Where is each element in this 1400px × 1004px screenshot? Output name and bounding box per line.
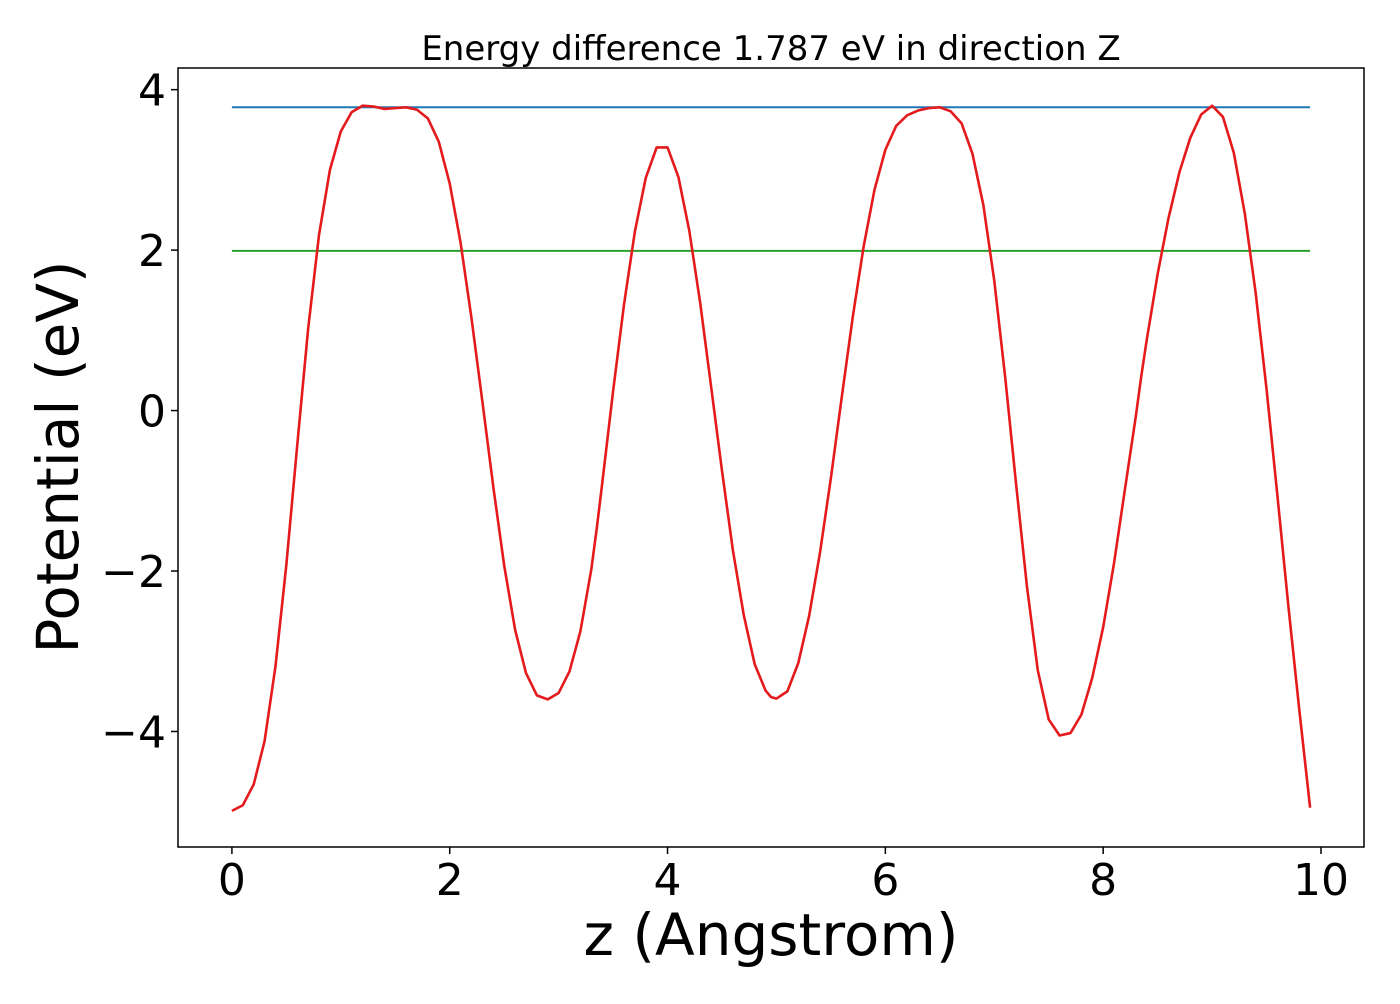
x-axis-ticks: 0 2 4 6 8 10	[218, 847, 1349, 906]
y-tick-label: 2	[138, 226, 166, 277]
potential-curve-line	[231, 104, 1312, 813]
y-tick-label: 4	[138, 66, 166, 117]
y-axis-ticks: −4 −2 0 2 4	[101, 66, 178, 758]
x-tick-label: 10	[1293, 855, 1349, 906]
x-tick-label: 8	[1089, 855, 1117, 906]
x-tick-label: 0	[218, 855, 246, 906]
y-tick-label: 0	[138, 387, 166, 438]
y-tick-label: −4	[101, 707, 166, 758]
y-tick-label: −2	[101, 547, 166, 598]
x-tick-label: 4	[654, 855, 682, 906]
plot-frame	[177, 67, 1365, 848]
x-tick-label: 2	[436, 855, 464, 906]
chart-title: Energy difference 1.787 eV in direction …	[421, 29, 1120, 69]
x-tick-label: 6	[871, 855, 899, 906]
plot-area	[231, 104, 1312, 813]
x-axis-label: z (Angstrom)	[584, 901, 959, 969]
y-axis-label: Potential (eV)	[24, 260, 92, 653]
